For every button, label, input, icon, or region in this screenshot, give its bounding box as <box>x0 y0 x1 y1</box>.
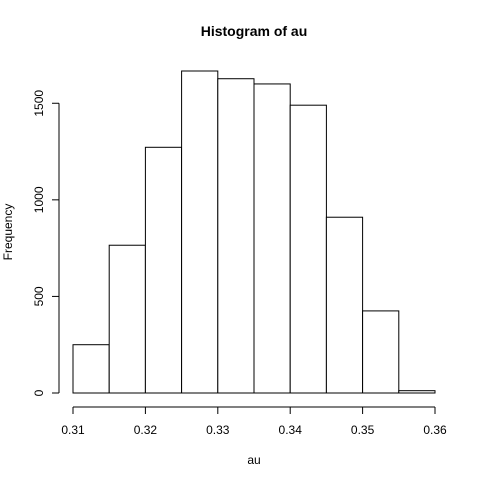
histogram-bar <box>253 83 291 394</box>
y-axis-label: Frequency <box>1 204 15 261</box>
x-tick-label: 0.35 <box>351 423 375 437</box>
histogram-bar <box>181 70 219 394</box>
x-tick-label: 0.33 <box>206 423 230 437</box>
histogram-bar <box>108 244 146 394</box>
histogram-bar <box>217 78 255 394</box>
y-axis: 0 500 1000 1500 <box>32 90 60 396</box>
x-axis: 0.31 0.32 0.33 0.34 0.35 0.36 <box>61 406 447 437</box>
histogram-bar <box>289 104 327 394</box>
histogram-bar <box>398 390 436 394</box>
y-tick-label: 1000 <box>32 186 46 213</box>
y-tick-label: 0 <box>32 389 46 396</box>
x-tick-label: 0.34 <box>279 423 303 437</box>
histogram-bar <box>72 344 110 394</box>
histogram-bar <box>325 216 364 394</box>
y-tick-label: 1500 <box>32 90 46 117</box>
bars-group <box>72 70 436 394</box>
x-tick-label: 0.32 <box>134 423 158 437</box>
y-tick-label: 500 <box>32 286 46 306</box>
histogram-bar <box>362 310 400 394</box>
x-axis-label: au <box>247 453 260 467</box>
chart-title: Histogram of au <box>201 23 308 39</box>
histogram-bar <box>144 146 183 394</box>
x-tick-label: 0.36 <box>423 423 447 437</box>
x-tick-label: 0.31 <box>61 423 85 437</box>
